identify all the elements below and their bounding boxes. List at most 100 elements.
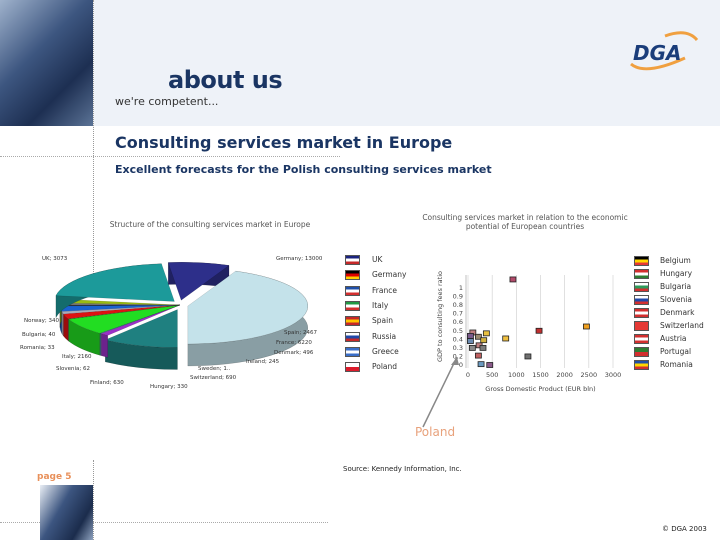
legend-label: Russia (372, 331, 397, 341)
y-tick-label: 0.9 (453, 293, 463, 301)
flag-romania-icon (634, 360, 649, 370)
pie-slice (187, 270, 309, 367)
legend-label: Greece (372, 346, 399, 356)
x-axis-label: Gross Domestic Product (EUR bln) (485, 385, 595, 393)
y-tick-label: 0.8 (453, 301, 463, 309)
pie-label: Romania; 33 (20, 345, 55, 351)
flag-hungary-icon (634, 269, 649, 279)
legend-label: Belgium (660, 256, 691, 265)
legend-label: Poland (372, 362, 398, 372)
pie-label: UK; 3073 (42, 256, 68, 262)
pie-chart: UK; 3073 Norway; 340 Bulgaria; 40 Romania; … (20, 256, 323, 390)
page-title: about us (168, 66, 283, 94)
flag-bulgaria-icon (634, 282, 649, 292)
y-tick-label: 0.5 (453, 327, 463, 335)
y-tick-label: 0.4 (453, 335, 463, 343)
divider (0, 522, 328, 523)
pie-slice (167, 262, 230, 301)
pie-label: Switzerland; 690 (190, 375, 237, 381)
legend-label: Hungary (660, 269, 693, 278)
scatter-point (468, 344, 476, 351)
flag-uk-icon (345, 255, 360, 265)
section-heading: Consulting services market in Europe (115, 133, 453, 152)
flag-portugal-icon (634, 347, 649, 357)
svg-text:DGA: DGA (633, 41, 682, 65)
divider (93, 460, 94, 540)
x-tick-label: 500 (486, 371, 498, 379)
copyright: © DGA 2003 (662, 525, 707, 533)
scatter-point (535, 327, 543, 334)
legend-label: Italy (372, 300, 389, 310)
x-tick-label: 1000 (508, 371, 525, 379)
scatter-point (480, 337, 488, 344)
arrow-icon (422, 356, 459, 428)
legend-label: Denmark (660, 308, 695, 317)
y-tick-label: 0.2 (453, 352, 463, 360)
x-tick-label: 0 (466, 371, 470, 379)
legend-label: Bulgaria (660, 282, 692, 291)
page-number: page 5 (37, 472, 72, 482)
pie-label: Ireland; 245 (246, 359, 280, 365)
dga-logo: DGA (630, 31, 699, 71)
y-tick-label: 1 (459, 284, 463, 292)
flag-slovenia-icon (634, 295, 649, 305)
pie-label: Norway; 340 (24, 318, 59, 324)
scatter-point (467, 338, 474, 344)
y-tick-label: 0.3 (453, 344, 463, 352)
pie-label: Finland; 630 (90, 380, 124, 386)
poland-callout: Poland (415, 425, 456, 439)
source-note: Source: Kennedy Information, Inc. (343, 465, 462, 473)
header-band (0, 0, 720, 126)
pie-label: Slovenia; 62 (56, 366, 90, 372)
legend-label: Romania (660, 360, 693, 369)
scatter-point (524, 353, 532, 360)
legend-label: Austria (660, 334, 687, 343)
footer-photo (40, 485, 93, 540)
divider (93, 0, 94, 280)
x-tick-label: 2000 (556, 371, 573, 379)
legend-label: Switzerland (660, 321, 704, 330)
legend-label: Portugal (660, 347, 692, 356)
pie-label: Italy; 2160 (62, 354, 92, 360)
legend-label: UK (372, 255, 383, 264)
flag-austria-icon (634, 334, 649, 344)
pie-label: Sweden; 1.. (198, 366, 231, 372)
scatter-point (474, 352, 482, 359)
y-tick-label: 0.6 (453, 318, 463, 326)
scatter-point (477, 361, 485, 368)
section-subheading: Excellent forecasts for the Polish consu… (115, 163, 492, 176)
flag-spain-icon (345, 316, 360, 327)
flag-russia-icon (345, 331, 360, 342)
pie-label: Germany; 13000 (276, 256, 323, 262)
scatter-point (583, 323, 590, 330)
x-tick-label: 3000 (605, 371, 622, 379)
y-axis-label: GDP to consulting fees ratio (436, 271, 444, 362)
flag-belgium-icon (634, 256, 649, 266)
pie-label: France; 6220 (276, 340, 312, 346)
pie-slice (55, 263, 175, 318)
flag-italy-icon (345, 300, 360, 311)
scatter-point (502, 335, 510, 342)
pie-label: Spain; 2467 (284, 330, 317, 336)
legend-label: Slovenia (660, 295, 692, 304)
legend-label: Germany (372, 270, 407, 280)
y-tick-label: 0.7 (453, 310, 463, 318)
header-photo (0, 0, 93, 126)
scatter-point (509, 276, 517, 283)
divider (0, 156, 340, 157)
legend-label: Spain (372, 316, 393, 326)
page-subtitle: we're competent... (115, 95, 219, 108)
flag-denmark-icon (634, 308, 649, 318)
scatter-title: Consulting services market in relation t… (422, 213, 628, 231)
legend-label: France (372, 285, 397, 295)
pie-label: Hungary; 330 (150, 384, 188, 390)
pie-label: Bulgaria; 40 (22, 332, 56, 338)
scatter-point (486, 362, 494, 368)
flag-greece-icon (345, 346, 360, 357)
flag-germany-icon (345, 270, 360, 281)
pie-title: Structure of the consulting services mar… (109, 220, 311, 229)
y-tick-label: 0 (459, 361, 463, 369)
scatter-point (467, 333, 474, 339)
scatter-point (482, 330, 490, 337)
scatter-point (479, 344, 487, 351)
